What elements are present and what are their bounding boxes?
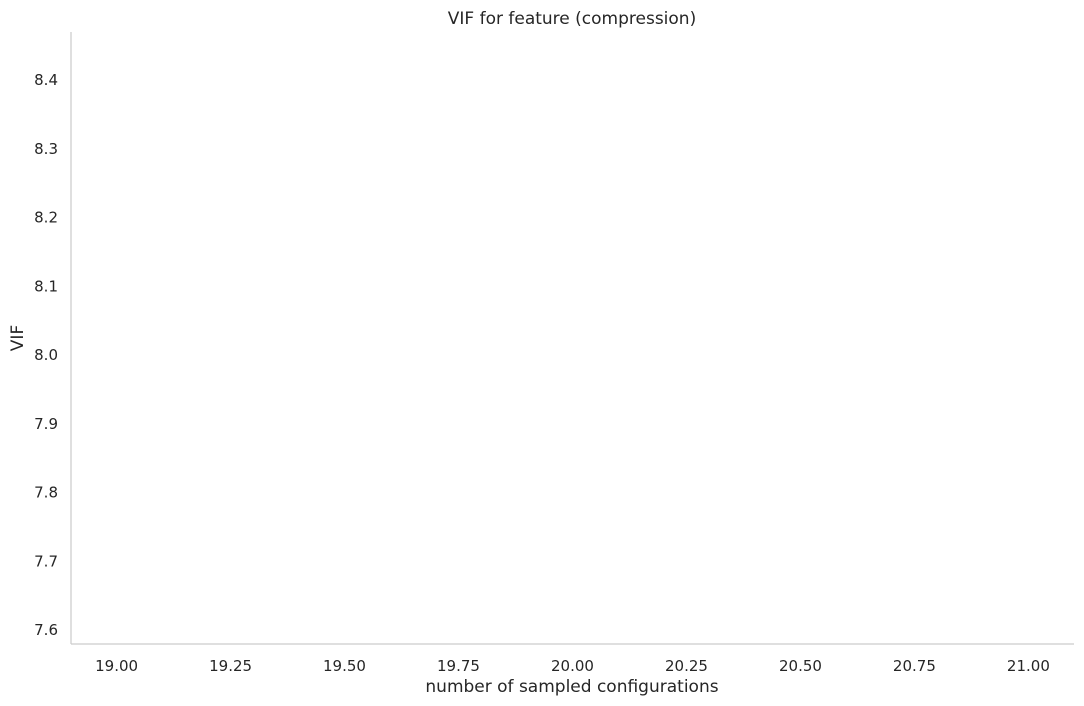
y-tick-label: 8.3: [34, 140, 58, 158]
x-tick-label: 19.75: [437, 657, 480, 675]
x-tick-label: 19.00: [95, 657, 138, 675]
x-tick-label: 19.25: [209, 657, 252, 675]
y-tick-label: 7.9: [34, 415, 58, 433]
y-tick-label: 8.0: [34, 346, 58, 364]
y-tick-label: 8.2: [34, 209, 58, 227]
plot-area: [70, 32, 1074, 645]
y-axis-label: VIF: [8, 325, 28, 351]
x-tick-label: 21.00: [1007, 657, 1050, 675]
chart-title: VIF for feature (compression): [448, 9, 696, 29]
x-tick-label: 20.00: [551, 657, 594, 675]
y-tick-label: 7.7: [34, 553, 58, 571]
x-tick-label: 20.75: [893, 657, 936, 675]
y-tick-label: 7.6: [34, 621, 58, 639]
x-tick-labels: 19.00 19.25 19.50 19.75 20.00 20.25 20.50 20.75…: [95, 657, 1050, 675]
y-tick-labels: 7.6 7.7 7.8 7.9 8.0 8.1 8.2 8.3 8.4: [34, 71, 58, 639]
x-axis-label: number of sampled configurations: [425, 677, 718, 697]
y-tick-label: 8.1: [34, 277, 58, 295]
x-tick-label: 19.50: [323, 657, 366, 675]
y-tick-label: 8.4: [34, 71, 58, 89]
x-tick-label: 20.50: [779, 657, 822, 675]
x-tick-label: 20.25: [665, 657, 708, 675]
y-tick-label: 7.8: [34, 484, 58, 502]
